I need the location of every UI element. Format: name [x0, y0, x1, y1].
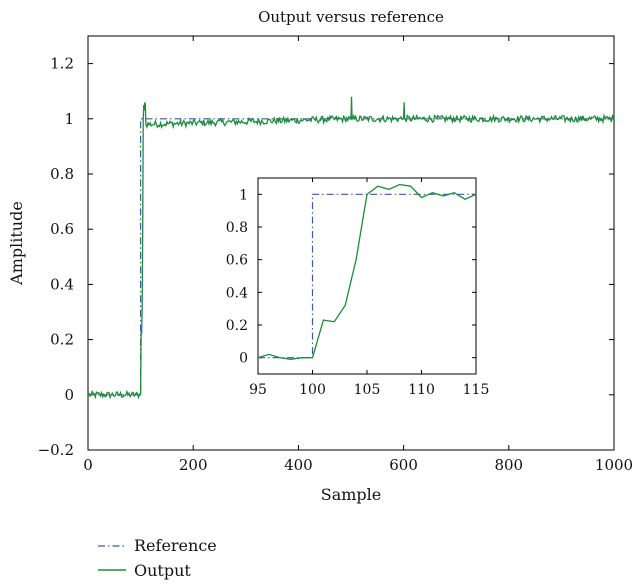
y-tick-label: 1 — [64, 110, 74, 128]
inset-plot: 95 100 105 110 115 0 0.2 0.4 0.6 0.8 1 — [226, 177, 490, 398]
y-tick-label: 1.2 — [50, 55, 74, 73]
legend: Reference Output — [98, 536, 217, 580]
main-tick-labels: 0 200 400 600 800 1000−0.200.20.40.60.811.2 — [38, 55, 634, 474]
inset-y-tick-label: 0.8 — [226, 220, 248, 236]
inset-plot-area — [257, 177, 477, 375]
inset-y-tick-label: 0 — [239, 351, 248, 367]
legend-label-reference: Reference — [134, 536, 217, 555]
inset-series — [257, 183, 477, 360]
x-axis-label: Sample — [321, 485, 382, 504]
y-tick-label: 0.8 — [50, 165, 74, 183]
inset-x-tick-label: 105 — [354, 382, 381, 398]
main-series — [87, 96, 615, 400]
y-tick-label: 0.6 — [50, 220, 74, 238]
chart-title: Output versus reference — [258, 8, 444, 26]
inset-tick-labels: 95 100 105 110 115 0 0.2 0.4 0.6 0.8 1 — [226, 187, 490, 398]
inset-y-tick-label: 0.4 — [226, 285, 248, 301]
x-tick-label: 400 — [284, 456, 313, 474]
main-ticks — [87, 36, 615, 451]
inset-y-tick-label: 0.2 — [226, 318, 248, 334]
x-tick-label: 800 — [494, 456, 523, 474]
inset-series-output-line — [257, 183, 477, 360]
x-tick-label: 1000 — [595, 456, 633, 474]
y-tick-label: 0.4 — [50, 275, 74, 293]
inset-x-tick-label: 95 — [249, 382, 267, 398]
legend-label-output: Output — [134, 561, 191, 580]
inset-y-tick-label: 0.6 — [226, 253, 248, 269]
y-axis-label: Amplitude — [7, 201, 26, 286]
y-tick-label: 0 — [64, 386, 74, 404]
y-tick-label: −0.2 — [38, 441, 74, 459]
inset-x-tick-label: 115 — [463, 382, 490, 398]
inset-y-tick-label: 1 — [239, 187, 248, 203]
inset-series-reference-line — [258, 193, 476, 359]
x-tick-label: 0 — [83, 456, 93, 474]
x-tick-label: 200 — [179, 456, 208, 474]
series-output-line — [87, 96, 615, 400]
inset-x-tick-label: 100 — [299, 382, 326, 398]
series-reference-line — [88, 118, 614, 396]
y-tick-label: 0.2 — [50, 331, 74, 349]
x-tick-label: 600 — [389, 456, 418, 474]
inset-x-tick-label: 110 — [408, 382, 435, 398]
